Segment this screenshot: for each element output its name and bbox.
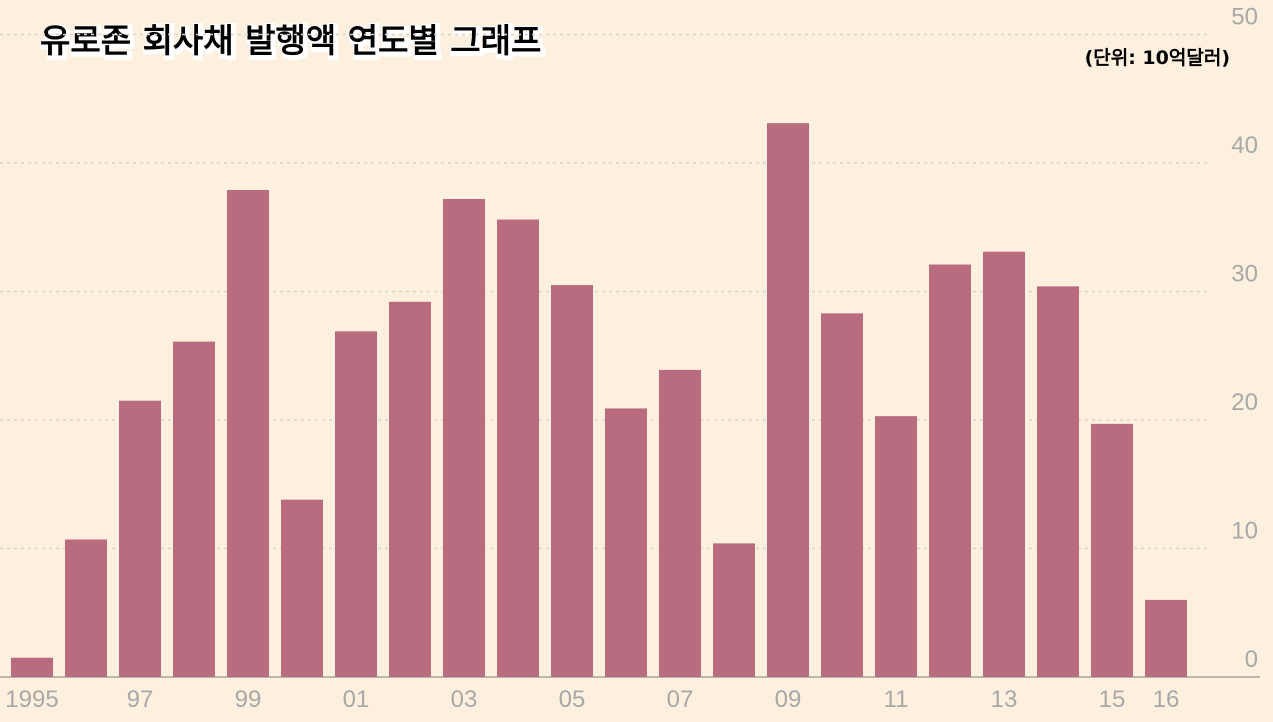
bar: [335, 331, 377, 677]
x-tick-label: 13: [991, 686, 1018, 713]
bar: [659, 369, 701, 677]
bar: [281, 499, 323, 677]
bar: [605, 408, 647, 677]
x-tick-label: 07: [667, 686, 694, 713]
y-tick-label: 50: [1231, 4, 1258, 31]
x-tick-label: 01: [343, 686, 370, 713]
x-tick-label: 11: [884, 686, 909, 713]
bar: [983, 251, 1025, 678]
y-tick-label: 0: [1245, 646, 1258, 673]
bar: [389, 301, 431, 677]
bar: [11, 657, 53, 677]
y-tick-label: 10: [1231, 518, 1258, 545]
y-tick-label: 20: [1231, 389, 1258, 416]
bar: [767, 123, 809, 678]
bar: [929, 264, 971, 677]
y-tick-label: 30: [1231, 261, 1258, 288]
bar: [713, 543, 755, 677]
bar: [821, 313, 863, 677]
bar: [875, 416, 917, 677]
x-tick-label: 09: [775, 686, 802, 713]
unit-label: (단위: 10억달러): [1085, 47, 1230, 69]
bar: [119, 400, 161, 677]
x-tick-label: 99: [235, 686, 262, 713]
x-tick-label: 97: [127, 686, 154, 713]
x-tick-label: 05: [559, 686, 586, 713]
bar: [551, 285, 593, 677]
x-tick-label: 1995: [5, 686, 58, 713]
bar: [227, 189, 269, 678]
x-tick-label: 03: [451, 686, 478, 713]
x-tick-label: 15: [1099, 686, 1126, 713]
bar: [1037, 286, 1079, 677]
bar: [497, 219, 539, 678]
bar: [1091, 423, 1133, 677]
bar: [173, 341, 215, 677]
bar: [1145, 599, 1187, 677]
y-tick-label: 40: [1231, 132, 1258, 159]
bar: [443, 198, 485, 678]
chart-title: 유로존 회사채 발행액 연도별 그래프: [40, 21, 541, 60]
chart-title-shadow: 유로존 회사채 발행액 연도별 그래프: [42, 23, 543, 62]
x-tick-label: 16: [1153, 686, 1180, 713]
bar: [65, 539, 107, 677]
